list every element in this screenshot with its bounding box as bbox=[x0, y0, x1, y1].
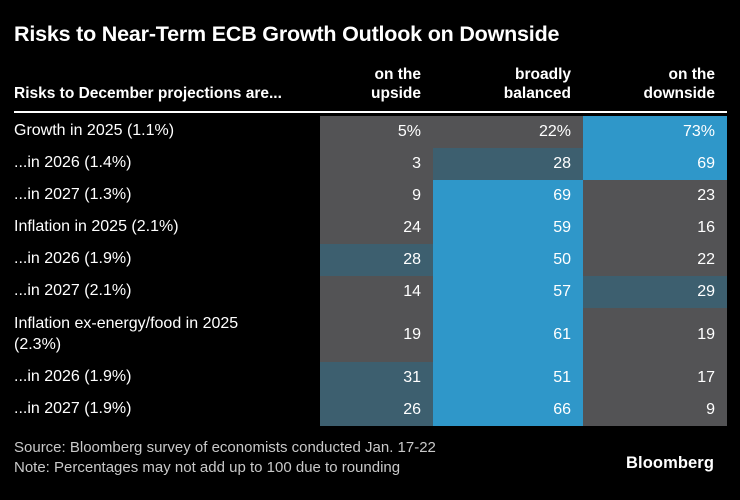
table-row: ...in 2027 (1.9%) 26 66 9 bbox=[14, 393, 727, 426]
note-text: Note: Percentages may not add up to 100 … bbox=[14, 458, 401, 476]
footer: Source: Bloomberg survey of economists c… bbox=[14, 438, 727, 479]
row-label: Inflation ex-energy/food in 2025 (2.3%) bbox=[14, 314, 239, 353]
value-cell: 19 bbox=[583, 307, 727, 362]
value-cell: 29 bbox=[583, 275, 727, 308]
table-row: ...in 2026 (1.9%) 28 50 22 bbox=[14, 243, 727, 276]
row-label: ...in 2026 (1.9%) bbox=[14, 250, 132, 268]
table-row: ...in 2026 (1.9%) 31 51 17 bbox=[14, 361, 727, 394]
source-text: Source: Bloomberg survey of economists c… bbox=[14, 438, 436, 456]
column-header-upside: on the upside bbox=[371, 65, 421, 103]
value-cell: 23 bbox=[583, 179, 727, 212]
value-cell: 73% bbox=[583, 115, 727, 148]
row-label: ...in 2027 (1.3%) bbox=[14, 186, 132, 204]
value-cell: 19 bbox=[320, 307, 433, 362]
table-row: Inflation ex-energy/food in 2025 (2.3%) 1… bbox=[14, 307, 727, 362]
table-row: Inflation in 2025 (2.1%) 24 59 16 bbox=[14, 211, 727, 244]
table-row: Growth in 2025 (1.1%) 5% 22% 73% bbox=[14, 115, 727, 148]
row-label: ...in 2026 (1.4%) bbox=[14, 154, 132, 172]
table-row: ...in 2026 (1.4%) 3 28 69 bbox=[14, 147, 727, 180]
column-header-balanced: broadly balanced bbox=[503, 65, 571, 103]
value-cell: 22 bbox=[583, 243, 727, 276]
value-cell: 17 bbox=[583, 361, 727, 394]
risk-heatmap-table: Growth in 2025 (1.1%) 5% 22% 73% ...in 2026 … bbox=[14, 115, 727, 426]
value-cell: 9 bbox=[583, 393, 727, 426]
header-divider bbox=[14, 110, 727, 113]
row-label: ...in 2027 (1.9%) bbox=[14, 400, 132, 418]
value-cell: 50 bbox=[433, 243, 583, 276]
value-cell: 61 bbox=[433, 307, 583, 362]
value-cell: 28 bbox=[320, 243, 433, 276]
row-label: Inflation in 2025 (2.1%) bbox=[14, 218, 179, 236]
value-cell: 69 bbox=[433, 179, 583, 212]
value-cell: 66 bbox=[433, 393, 583, 426]
row-header-label: Risks to December projections are... bbox=[14, 85, 282, 103]
value-cell: 22% bbox=[433, 115, 583, 148]
value-cell: 51 bbox=[433, 361, 583, 394]
value-cell: 14 bbox=[320, 275, 433, 308]
value-cell: 69 bbox=[583, 147, 727, 180]
value-cell: 16 bbox=[583, 211, 727, 244]
value-cell: 57 bbox=[433, 275, 583, 308]
value-cell: 26 bbox=[320, 393, 433, 426]
value-cell: 28 bbox=[433, 147, 583, 180]
value-cell: 24 bbox=[320, 211, 433, 244]
table-header-row: Risks to December projections are... on … bbox=[14, 65, 727, 104]
row-label: Growth in 2025 (1.1%) bbox=[14, 122, 175, 140]
value-cell: 3 bbox=[320, 147, 433, 180]
row-label: ...in 2027 (2.1%) bbox=[14, 282, 132, 300]
value-cell: 31 bbox=[320, 361, 433, 394]
bloomberg-logo: Bloomberg bbox=[626, 454, 714, 472]
table-row: ...in 2027 (2.1%) 14 57 29 bbox=[14, 275, 727, 308]
row-label: ...in 2026 (1.9%) bbox=[14, 368, 132, 386]
page-title: Risks to Near-Term ECB Growth Outlook on… bbox=[14, 22, 560, 46]
column-header-downside: on the downside bbox=[643, 65, 715, 103]
value-cell: 59 bbox=[433, 211, 583, 244]
risk-table-body: Growth in 2025 (1.1%) 5% 22% 73% ...in 2026 … bbox=[14, 115, 727, 426]
table-row: ...in 2027 (1.3%) 9 69 23 bbox=[14, 179, 727, 212]
value-cell: 9 bbox=[320, 179, 433, 212]
value-cell: 5% bbox=[320, 115, 433, 148]
